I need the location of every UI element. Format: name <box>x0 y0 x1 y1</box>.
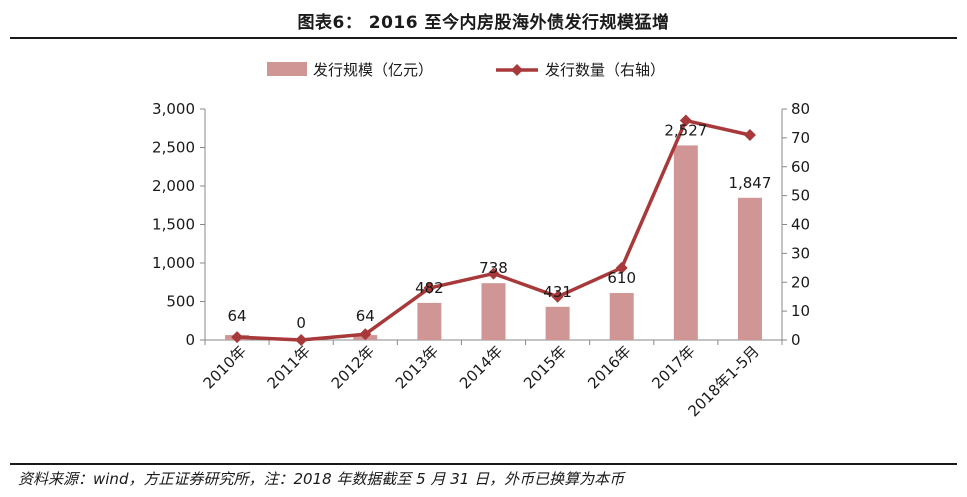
bar-value-label: 2,527 <box>664 121 707 139</box>
right-tick-label: 30 <box>791 244 810 262</box>
left-tick-label: 1,000 <box>152 254 195 272</box>
left-tick-label: 2,500 <box>152 139 195 157</box>
legend-label-line: 发行数量（右轴） <box>545 61 665 79</box>
bar-2018年1-5月 <box>737 197 762 340</box>
x-category-label: 2011年 <box>264 342 314 392</box>
left-tick-label: 0 <box>185 331 195 349</box>
legend-swatch-marker <box>511 64 523 76</box>
legend-label-bar: 发行规模（亿元） <box>313 61 433 79</box>
bar-value-label: 1,847 <box>728 174 771 192</box>
right-tick-label: 10 <box>791 302 810 320</box>
line-marker-2016年 <box>615 261 628 274</box>
bar-value-label: 64 <box>356 307 375 325</box>
line-marker-2013年 <box>423 282 436 295</box>
top-rule <box>10 37 957 39</box>
chart-title: 图表6： 2016 至今内房股海外债发行规模猛增 <box>297 13 670 33</box>
bar-2015年 <box>545 306 570 340</box>
right-tick-label: 50 <box>791 187 810 205</box>
line-marker-2017年 <box>679 114 692 127</box>
right-tick-label: 0 <box>791 331 801 349</box>
right-tick-label: 70 <box>791 129 810 147</box>
right-tick-label: 20 <box>791 273 810 291</box>
bar-2013年 <box>417 302 442 340</box>
left-tick-label: 1,500 <box>152 216 195 234</box>
x-category-label: 2010年 <box>200 342 250 392</box>
bar-value-label: 64 <box>228 307 247 325</box>
line-marker-2010年 <box>231 331 244 344</box>
bar-value-label: 610 <box>607 269 636 287</box>
bar-value-label: 738 <box>479 259 508 277</box>
x-category-label: 2013年 <box>392 342 442 392</box>
x-category-label: 2015年 <box>520 342 570 392</box>
legend-swatch-bar <box>267 62 307 76</box>
x-category-label: 2017年 <box>648 342 698 392</box>
line-marker-2011年 <box>295 334 308 346</box>
bar-2017年 <box>673 145 698 340</box>
line-marker-2015年 <box>551 290 564 303</box>
left-tick-label: 3,000 <box>152 100 195 118</box>
bar-value-label: 0 <box>296 314 306 332</box>
bar-2016年 <box>609 293 634 340</box>
source-note: 资料来源：wind，方正证券研究所，注：2018 年数据截至 5 月 31 日，… <box>18 470 625 488</box>
left-tick-label: 500 <box>166 293 195 311</box>
left-tick-label: 2,000 <box>152 177 195 195</box>
line-marker-2014年 <box>487 267 500 280</box>
x-category-label: 2012年 <box>328 342 378 392</box>
bottom-rule <box>10 463 957 465</box>
right-tick-label: 40 <box>791 216 810 234</box>
bar-2014年 <box>481 283 506 340</box>
line-marker-2012年 <box>359 328 372 341</box>
right-tick-label: 60 <box>791 158 810 176</box>
x-category-label: 2014年 <box>456 342 506 392</box>
x-category-label: 2016年 <box>584 342 634 392</box>
bar-value-label: 431 <box>543 283 572 301</box>
bar-value-label: 482 <box>415 279 444 297</box>
line-marker-2018年1-5月 <box>743 128 756 141</box>
right-tick-label: 80 <box>791 100 810 118</box>
